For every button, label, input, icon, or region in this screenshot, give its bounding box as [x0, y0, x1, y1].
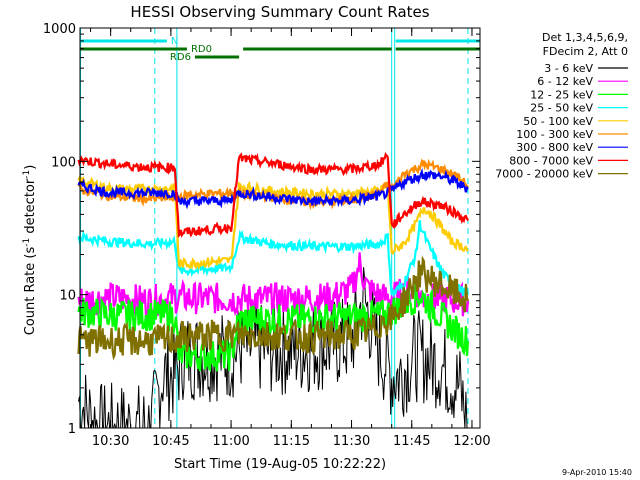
x-tick-label: 11:30	[333, 434, 370, 449]
series-line-6	[77, 158, 469, 211]
series-line-8	[77, 152, 469, 239]
x-tick-label: 11:15	[273, 434, 310, 449]
footer-date: 9-Apr-2010 15:40	[562, 468, 632, 477]
flag-label-rd0: RD0	[191, 44, 212, 55]
x-tick-label: 11:00	[212, 434, 249, 449]
legend-label-2: 6 - 12 keV	[537, 75, 593, 88]
legend-label-5: 50 - 100 keV	[523, 115, 593, 128]
flag-label-rd6: RD6	[170, 52, 191, 63]
legend-label-9: 7000 - 20000 keV	[495, 168, 593, 181]
plot-frame	[79, 27, 481, 429]
legend-header-2: FDecim 2, Att 0	[543, 45, 628, 58]
legend-label-4: 25 - 50 keV	[530, 102, 593, 115]
flag-label-n: N	[171, 36, 178, 47]
chart-title: HESSI Observing Summary Count Rates	[130, 3, 429, 21]
x-tick-label: 10:45	[152, 434, 189, 449]
legend-header-1: Det 1,3,4,5,6,9,	[542, 31, 628, 44]
y-axis-label: Count Rate (s-1 detector-1)	[22, 165, 38, 336]
y-tick-label: 1	[68, 422, 76, 437]
y-tick-label: 1000	[43, 22, 76, 37]
series-line-1	[78, 267, 468, 429]
x-tick-label: 10:30	[92, 434, 129, 449]
axes: 1 10 100 1000 10:30 10:45 11:00 11:15 11:30 11:45…	[43, 22, 491, 449]
y-tick-label: 10	[59, 289, 76, 304]
series-line-9	[77, 255, 470, 361]
legend-label-3: 12 - 25 keV	[530, 88, 593, 101]
x-axis-label: Start Time (19-Aug-05 10:22:22)	[174, 457, 386, 472]
x-tick-label: 12:00	[453, 434, 490, 449]
legend-label-1: 3 - 6 keV	[544, 62, 593, 75]
series-layer	[77, 152, 470, 429]
series-line-7	[77, 167, 469, 210]
x-tick-label: 11:45	[393, 434, 430, 449]
legend-label-7: 300 - 800 keV	[516, 141, 593, 154]
legend-label-8: 800 - 7000 keV	[509, 154, 593, 167]
legend-label-6: 100 - 300 keV	[516, 128, 593, 141]
plot-area	[80, 28, 469, 428]
y-tick-label: 100	[51, 155, 76, 170]
